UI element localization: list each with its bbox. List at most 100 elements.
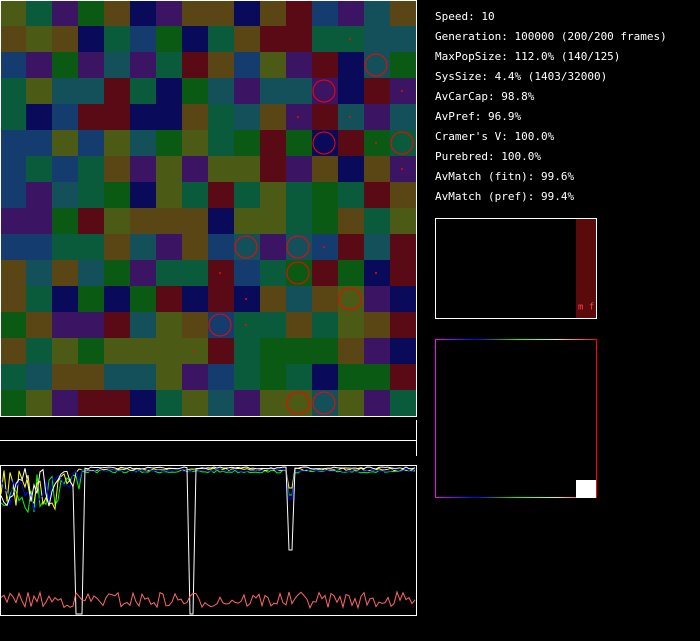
grid-cell	[78, 234, 104, 260]
grid-cell	[182, 26, 208, 52]
grid-cell	[338, 260, 364, 286]
grid-cell	[234, 390, 260, 416]
grid-cell	[130, 104, 156, 130]
grid-cell	[156, 182, 182, 208]
grid-cell	[26, 0, 52, 26]
grid-cell	[338, 208, 364, 234]
grid-cell	[52, 0, 78, 26]
grid-cell	[364, 26, 390, 52]
grid-cell	[312, 312, 338, 338]
grid-cell	[208, 234, 234, 260]
stat-line: MaxPopSize: 112.0% (140/125)	[435, 50, 620, 63]
grid-cell	[312, 364, 338, 390]
grid-cell	[338, 156, 364, 182]
grid-cell	[104, 286, 130, 312]
agent-circle	[208, 313, 232, 337]
grid-cell	[104, 364, 130, 390]
grid-cell	[364, 286, 390, 312]
grid-cell	[0, 78, 26, 104]
grid-cell	[234, 104, 260, 130]
grid-cell	[52, 104, 78, 130]
agent-dot	[375, 272, 377, 274]
grid-cell	[364, 52, 390, 78]
grid-cell	[130, 208, 156, 234]
grid-cell	[104, 234, 130, 260]
grid-cell	[208, 312, 234, 338]
grid-cell	[130, 234, 156, 260]
grid-cell	[156, 260, 182, 286]
grid-cell	[130, 390, 156, 416]
grid-cell	[260, 52, 286, 78]
stat-line: Cramer's V: 100.0%	[435, 130, 555, 143]
grid-cell	[52, 234, 78, 260]
grid-cell	[130, 260, 156, 286]
agent-circle	[286, 261, 310, 285]
grid-cell	[234, 364, 260, 390]
grid-cell	[52, 338, 78, 364]
grid-cell	[52, 130, 78, 156]
grid-cell	[130, 130, 156, 156]
grid-cell	[182, 260, 208, 286]
grid-cell	[0, 26, 26, 52]
grid-cell	[286, 312, 312, 338]
grid-cell	[390, 312, 416, 338]
grid-cell	[338, 312, 364, 338]
grid-cell	[104, 156, 130, 182]
grid-border	[0, 0, 417, 417]
grid-cell	[286, 130, 312, 156]
grid-cell	[0, 0, 26, 26]
grid-cell	[104, 182, 130, 208]
grid-cell	[364, 104, 390, 130]
grid-cell	[182, 234, 208, 260]
grid-cell	[26, 312, 52, 338]
grid-cell	[312, 52, 338, 78]
grid-cell	[0, 182, 26, 208]
grid-cell	[260, 156, 286, 182]
grid-cell	[312, 156, 338, 182]
grid-cell	[78, 364, 104, 390]
grid-cell	[338, 52, 364, 78]
grid-cell	[0, 234, 26, 260]
grid-cell	[26, 286, 52, 312]
grid-cell	[26, 52, 52, 78]
history-plot	[0, 465, 417, 616]
grid-cell	[156, 208, 182, 234]
grid-cell	[130, 338, 156, 364]
grid-cell	[104, 390, 130, 416]
grid-cell	[312, 0, 338, 26]
stat-line: AvMatch (fitn): 99.6%	[435, 170, 574, 183]
grid-cell	[260, 26, 286, 52]
grid-cell	[52, 78, 78, 104]
grid-cell	[0, 390, 26, 416]
grid-cell	[338, 286, 364, 312]
grid-cell	[52, 52, 78, 78]
grid-cell	[52, 286, 78, 312]
grid-cell	[104, 104, 130, 130]
grid-cell	[390, 390, 416, 416]
grid-cell	[286, 260, 312, 286]
grid-cell	[338, 78, 364, 104]
grid-cell	[52, 26, 78, 52]
grid-cell	[104, 0, 130, 26]
grid-cell	[78, 182, 104, 208]
grid-cell	[182, 364, 208, 390]
agent-dot	[323, 246, 325, 248]
grid-cell	[286, 286, 312, 312]
grid-cell	[78, 78, 104, 104]
history-line	[0, 466, 416, 615]
grid-cell	[208, 78, 234, 104]
grid-cell	[26, 390, 52, 416]
history-line	[0, 590, 416, 610]
histogram-box	[435, 218, 597, 319]
grid-cell	[0, 312, 26, 338]
grid-cell	[182, 104, 208, 130]
grid-cell	[52, 260, 78, 286]
grid-cell	[390, 234, 416, 260]
grid-cell	[260, 234, 286, 260]
grid-cell	[390, 260, 416, 286]
grid-cell	[26, 26, 52, 52]
grid-cell	[286, 234, 312, 260]
grid-cell	[156, 234, 182, 260]
grid-cell	[286, 78, 312, 104]
grid-cell	[208, 52, 234, 78]
